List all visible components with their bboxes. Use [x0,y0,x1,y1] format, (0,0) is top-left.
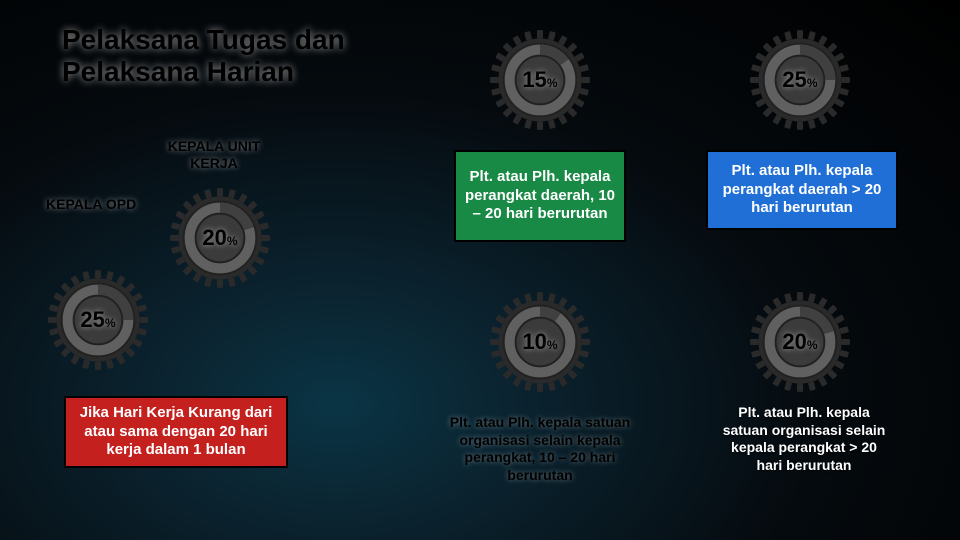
info-box: Plt. atau Plh. kepala perangkat daerah >… [706,150,898,230]
gear-value: 25% [782,67,817,93]
gear-10pct: 10% [488,290,592,394]
gear-15pct: 15% [488,28,592,132]
gear-20pct: 20% [168,186,272,290]
caption: Plt. atau Plh. kepala satuan organisasi … [716,402,892,476]
gear-value: 25% [80,307,115,333]
page-title: Pelaksana Tugas dan Pelaksana Harian [62,24,345,88]
gear-value: 15% [522,67,557,93]
gear-value: 10% [522,329,557,355]
gear-25pct: 25% [748,28,852,132]
gear-value: 20% [202,225,237,251]
info-box: Plt. atau Plh. kepala perangkat daerah, … [454,150,626,242]
gear-25pct: 25% [46,268,150,372]
label-kepala-opd: KEPALA OPD [46,196,156,213]
label-kepala-unit-kerja: KEPALA UNIT KERJA [154,138,274,172]
gear-20pct: 20% [748,290,852,394]
caption: Plt. atau Plh. kepala satuan organisasi … [446,412,634,486]
info-box: Jika Hari Kerja Kurang dari atau sama de… [64,396,288,468]
gear-value: 20% [782,329,817,355]
